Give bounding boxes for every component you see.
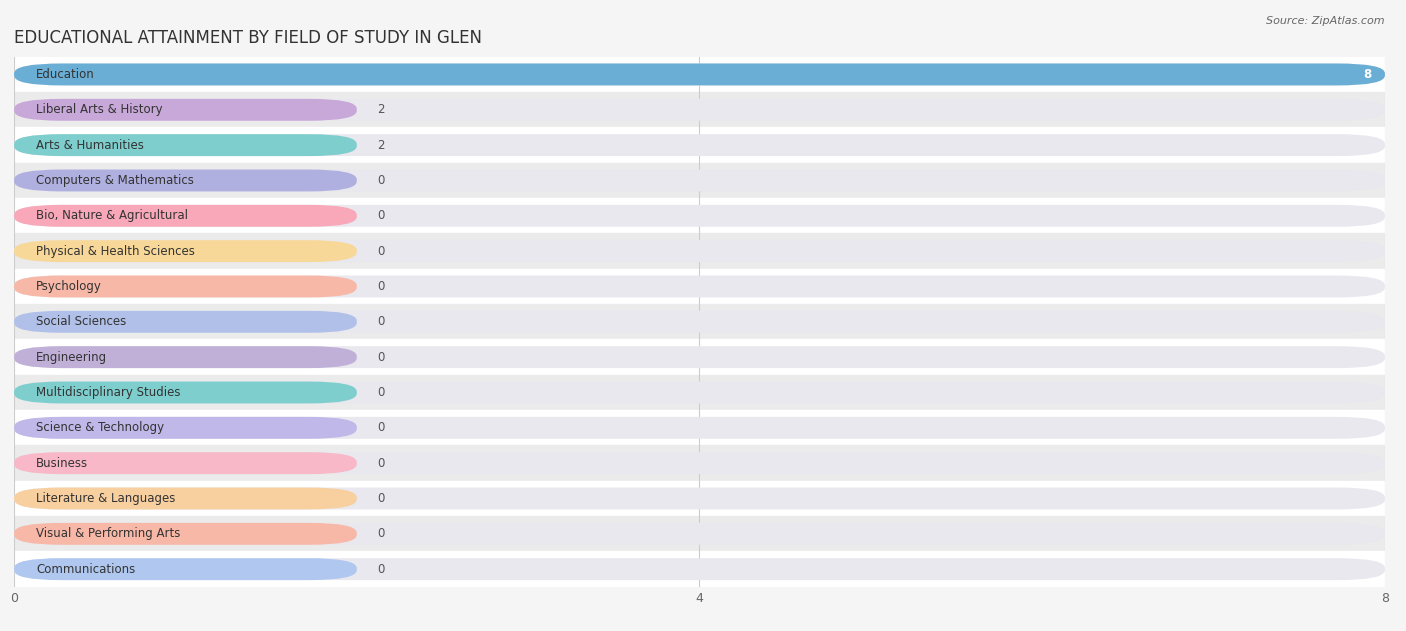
Text: 0: 0: [377, 245, 385, 257]
Text: 0: 0: [377, 422, 385, 434]
Text: 0: 0: [377, 351, 385, 363]
FancyBboxPatch shape: [14, 170, 1385, 191]
Bar: [14, 269, 1385, 304]
FancyBboxPatch shape: [14, 134, 357, 156]
FancyBboxPatch shape: [14, 452, 1385, 474]
Text: Arts & Humanities: Arts & Humanities: [37, 139, 145, 151]
FancyBboxPatch shape: [14, 311, 1385, 333]
FancyBboxPatch shape: [14, 205, 357, 227]
FancyBboxPatch shape: [14, 346, 357, 368]
Text: 0: 0: [377, 492, 385, 505]
FancyBboxPatch shape: [14, 240, 357, 262]
Text: 8: 8: [1362, 68, 1371, 81]
FancyBboxPatch shape: [14, 452, 357, 474]
Bar: [14, 516, 1385, 551]
FancyBboxPatch shape: [14, 558, 357, 580]
Bar: [14, 92, 1385, 127]
FancyBboxPatch shape: [14, 99, 357, 121]
FancyBboxPatch shape: [14, 64, 1385, 85]
FancyBboxPatch shape: [14, 523, 357, 545]
Text: 2: 2: [377, 139, 385, 151]
FancyBboxPatch shape: [14, 99, 1385, 121]
Text: 0: 0: [377, 457, 385, 469]
FancyBboxPatch shape: [14, 523, 1385, 545]
FancyBboxPatch shape: [14, 417, 1385, 439]
FancyBboxPatch shape: [14, 488, 1385, 509]
Bar: [14, 233, 1385, 269]
FancyBboxPatch shape: [14, 417, 357, 439]
Bar: [14, 57, 1385, 92]
FancyBboxPatch shape: [14, 488, 357, 509]
Text: Liberal Arts & History: Liberal Arts & History: [37, 103, 163, 116]
FancyBboxPatch shape: [14, 64, 1385, 85]
Text: Computers & Mathematics: Computers & Mathematics: [37, 174, 194, 187]
Text: Communications: Communications: [37, 563, 135, 575]
Text: Education: Education: [37, 68, 96, 81]
FancyBboxPatch shape: [14, 276, 1385, 297]
Bar: [14, 304, 1385, 339]
Text: 0: 0: [377, 563, 385, 575]
Text: 2: 2: [377, 103, 385, 116]
FancyBboxPatch shape: [14, 558, 1385, 580]
Text: 0: 0: [377, 209, 385, 222]
Text: Physical & Health Sciences: Physical & Health Sciences: [37, 245, 195, 257]
FancyBboxPatch shape: [14, 134, 1385, 156]
Text: EDUCATIONAL ATTAINMENT BY FIELD OF STUDY IN GLEN: EDUCATIONAL ATTAINMENT BY FIELD OF STUDY…: [14, 29, 482, 47]
Text: 0: 0: [377, 386, 385, 399]
FancyBboxPatch shape: [14, 205, 1385, 227]
Text: Psychology: Psychology: [37, 280, 103, 293]
Text: Literature & Languages: Literature & Languages: [37, 492, 176, 505]
Text: Engineering: Engineering: [37, 351, 107, 363]
FancyBboxPatch shape: [14, 240, 1385, 262]
Text: Visual & Performing Arts: Visual & Performing Arts: [37, 528, 181, 540]
Bar: [14, 339, 1385, 375]
FancyBboxPatch shape: [14, 170, 357, 191]
Bar: [14, 198, 1385, 233]
Bar: [14, 551, 1385, 587]
Text: 0: 0: [377, 528, 385, 540]
FancyBboxPatch shape: [14, 276, 357, 297]
Text: 0: 0: [377, 174, 385, 187]
Text: Science & Technology: Science & Technology: [37, 422, 165, 434]
FancyBboxPatch shape: [14, 382, 357, 403]
Text: Source: ZipAtlas.com: Source: ZipAtlas.com: [1267, 16, 1385, 26]
Text: Business: Business: [37, 457, 89, 469]
FancyBboxPatch shape: [14, 382, 1385, 403]
Text: Bio, Nature & Agricultural: Bio, Nature & Agricultural: [37, 209, 188, 222]
Text: 0: 0: [377, 316, 385, 328]
Text: Social Sciences: Social Sciences: [37, 316, 127, 328]
Bar: [14, 481, 1385, 516]
Bar: [14, 410, 1385, 445]
Bar: [14, 127, 1385, 163]
Bar: [14, 375, 1385, 410]
Text: 0: 0: [377, 280, 385, 293]
Text: Multidisciplinary Studies: Multidisciplinary Studies: [37, 386, 181, 399]
FancyBboxPatch shape: [14, 311, 357, 333]
Bar: [14, 445, 1385, 481]
Bar: [14, 163, 1385, 198]
FancyBboxPatch shape: [14, 346, 1385, 368]
